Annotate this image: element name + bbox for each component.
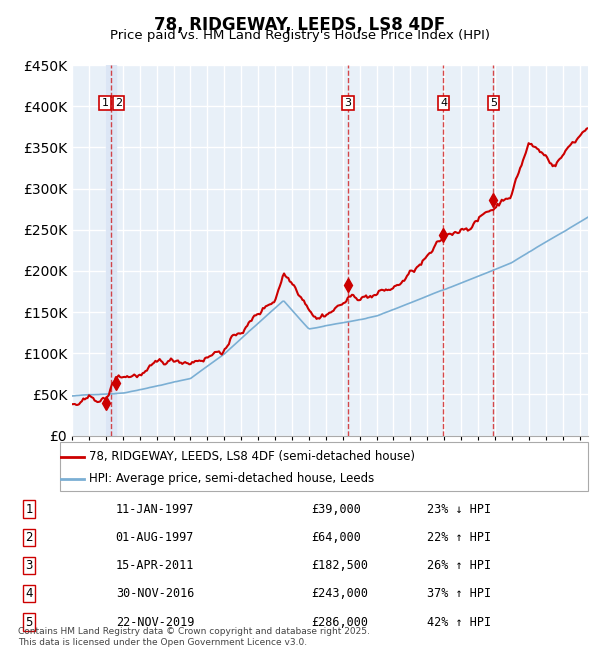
Text: 4: 4 [440, 98, 447, 108]
Text: £243,000: £243,000 [311, 588, 368, 601]
Text: 3: 3 [344, 98, 352, 108]
Text: 26% ↑ HPI: 26% ↑ HPI [427, 559, 491, 572]
Text: 01-AUG-1997: 01-AUG-1997 [116, 531, 194, 544]
Text: 5: 5 [490, 98, 497, 108]
Text: 22-NOV-2019: 22-NOV-2019 [116, 616, 194, 629]
Text: £286,000: £286,000 [311, 616, 368, 629]
Text: 3: 3 [26, 559, 33, 572]
Text: 78, RIDGEWAY, LEEDS, LS8 4DF: 78, RIDGEWAY, LEEDS, LS8 4DF [154, 16, 446, 34]
Text: Price paid vs. HM Land Registry's House Price Index (HPI): Price paid vs. HM Land Registry's House … [110, 29, 490, 42]
Text: 15-APR-2011: 15-APR-2011 [116, 559, 194, 572]
Text: 23% ↓ HPI: 23% ↓ HPI [427, 502, 491, 515]
Text: 4: 4 [26, 588, 33, 601]
Text: 2: 2 [26, 531, 33, 544]
Text: £39,000: £39,000 [311, 502, 361, 515]
Bar [106, 65, 116, 436]
Text: 2: 2 [115, 98, 122, 108]
Text: 11-JAN-1997: 11-JAN-1997 [116, 502, 194, 515]
Text: 78, RIDGEWAY, LEEDS, LS8 4DF (semi-detached house): 78, RIDGEWAY, LEEDS, LS8 4DF (semi-detac… [89, 450, 415, 463]
Text: 1: 1 [101, 98, 109, 108]
Text: Contains HM Land Registry data © Crown copyright and database right 2025.
This d: Contains HM Land Registry data © Crown c… [18, 627, 370, 647]
Text: £182,500: £182,500 [311, 559, 368, 572]
Text: 5: 5 [26, 616, 33, 629]
Text: 37% ↑ HPI: 37% ↑ HPI [427, 588, 491, 601]
Text: £64,000: £64,000 [311, 531, 361, 544]
Text: 1: 1 [26, 502, 33, 515]
FancyBboxPatch shape [60, 442, 588, 491]
Text: 30-NOV-2016: 30-NOV-2016 [116, 588, 194, 601]
Text: 42% ↑ HPI: 42% ↑ HPI [427, 616, 491, 629]
Text: 22% ↑ HPI: 22% ↑ HPI [427, 531, 491, 544]
Text: HPI: Average price, semi-detached house, Leeds: HPI: Average price, semi-detached house,… [89, 472, 374, 485]
